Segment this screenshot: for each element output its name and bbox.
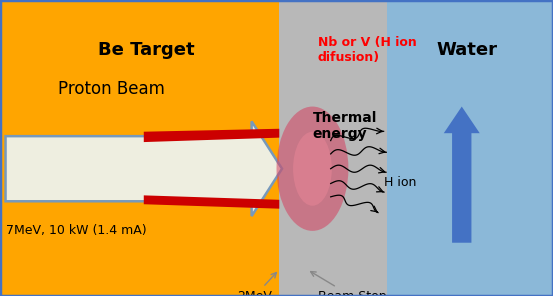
Text: Nb or V (H ion
difusion): Nb or V (H ion difusion) [318,36,417,64]
Bar [387,0,553,296]
FancyArrow shape [444,107,479,243]
Text: H ion: H ion [384,176,417,189]
Text: 7MeV, 10 kW (1.4 mA): 7MeV, 10 kW (1.4 mA) [6,224,146,237]
Bar [279,0,387,296]
Ellipse shape [276,107,348,231]
FancyArrow shape [6,121,282,216]
Ellipse shape [293,132,332,206]
Bar [0,0,279,296]
Text: Water: Water [437,41,498,59]
Text: 2MeV: 2MeV [237,273,276,296]
Text: Be Target: Be Target [98,41,195,59]
Text: Thermal
energy: Thermal energy [312,111,377,141]
Polygon shape [144,129,279,142]
Text: Beam Stop: Beam Stop [311,272,387,296]
Polygon shape [144,195,279,209]
Text: Proton Beam: Proton Beam [58,80,165,98]
